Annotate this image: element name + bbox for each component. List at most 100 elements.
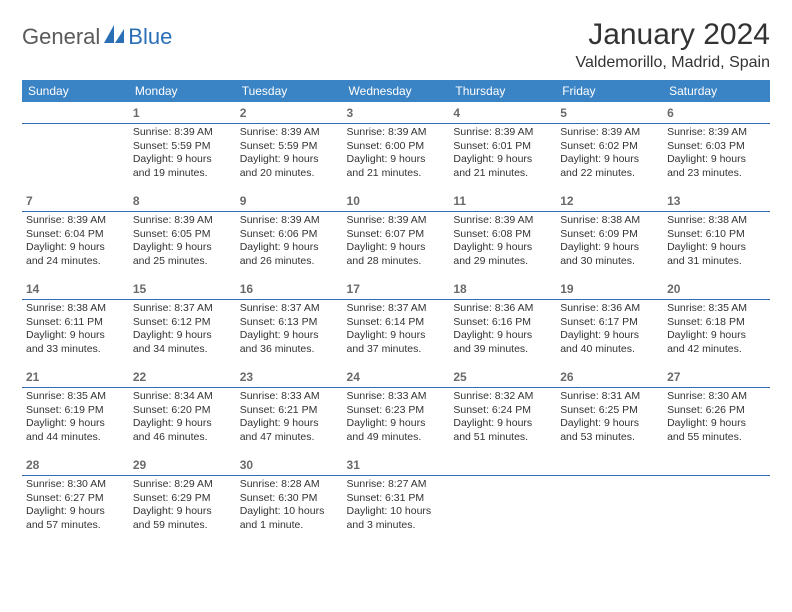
daylight-line-2: and 46 minutes. xyxy=(133,431,232,445)
calendar-day-cell xyxy=(22,102,129,190)
calendar-day-cell: 12Sunrise: 8:38 AMSunset: 6:09 PMDayligh… xyxy=(556,190,663,278)
day-number: 24 xyxy=(347,370,360,384)
daylight-line-1: Daylight: 9 hours xyxy=(560,153,659,167)
daylight-line-2: and 49 minutes. xyxy=(347,431,446,445)
calendar-day-cell: 21 Sunrise: 8:35 AMSunset: 6:19 PMDayligh… xyxy=(22,366,129,454)
day-number: 11 xyxy=(453,194,466,208)
brand-logo: General Blue xyxy=(22,18,172,50)
sunset-line: Sunset: 6:05 PM xyxy=(133,228,232,242)
daylight-line-1: Daylight: 9 hours xyxy=(347,417,446,431)
daylight-line-2: and 40 minutes. xyxy=(560,343,659,357)
sunset-line: Sunset: 6:18 PM xyxy=(667,316,766,330)
calendar-week-row: 21Sunrise: 8:35 AMSunset: 6:19 PMDayligh… xyxy=(22,366,770,454)
daylight-line-2: and 37 minutes. xyxy=(347,343,446,357)
logo-sail-icon xyxy=(104,25,126,50)
sunset-line: Sunset: 6:12 PM xyxy=(133,316,232,330)
daylight-line-2: and 1 minute. xyxy=(240,519,339,533)
sunset-line: Sunset: 6:23 PM xyxy=(347,404,446,418)
day-number: 4 xyxy=(453,106,460,120)
sunrise-line: Sunrise: 8:39 AM xyxy=(560,126,659,140)
day-number: 13 xyxy=(667,194,680,208)
sunrise-line: Sunrise: 8:38 AM xyxy=(560,214,659,228)
day-number: 8 xyxy=(133,194,140,208)
location-label: Valdemorillo, Madrid, Spain xyxy=(576,54,770,72)
sunset-line: Sunset: 6:31 PM xyxy=(347,492,446,506)
daylight-line-1: Daylight: 9 hours xyxy=(26,241,125,255)
sunrise-line: Sunrise: 8:36 AM xyxy=(560,302,659,316)
calendar-day-cell: 9Sunrise: 8:39 AMSunset: 6:06 PMDaylight… xyxy=(236,190,343,278)
sunrise-line: Sunrise: 8:30 AM xyxy=(667,390,766,404)
daylight-line-2: and 51 minutes. xyxy=(453,431,552,445)
daylight-line-2: and 47 minutes. xyxy=(240,431,339,445)
sunrise-line: Sunrise: 8:28 AM xyxy=(240,478,339,492)
weekday-header: Thursday xyxy=(449,80,556,102)
daylight-line-2: and 33 minutes. xyxy=(26,343,125,357)
daylight-line-2: and 30 minutes. xyxy=(560,255,659,269)
calendar-week-row: 28Sunrise: 8:30 AMSunset: 6:27 PMDayligh… xyxy=(22,454,770,542)
sunrise-line: Sunrise: 8:31 AM xyxy=(560,390,659,404)
daylight-line-1: Daylight: 9 hours xyxy=(453,153,552,167)
sunrise-line: Sunrise: 8:37 AM xyxy=(133,302,232,316)
calendar-day-cell: 19Sunrise: 8:36 AMSunset: 6:17 PMDayligh… xyxy=(556,278,663,366)
sunrise-line: Sunrise: 8:39 AM xyxy=(667,126,766,140)
daylight-line-2: and 24 minutes. xyxy=(26,255,125,269)
calendar-day-cell: 4Sunrise: 8:39 AMSunset: 6:01 PMDaylight… xyxy=(449,102,556,190)
daylight-line-1: Daylight: 9 hours xyxy=(667,153,766,167)
sunrise-line: Sunrise: 8:33 AM xyxy=(240,390,339,404)
sunrise-line: Sunrise: 8:35 AM xyxy=(26,390,125,404)
daylight-line-1: Daylight: 9 hours xyxy=(26,329,125,343)
day-number: 15 xyxy=(133,282,146,296)
daylight-line-2: and 31 minutes. xyxy=(667,255,766,269)
calendar-day-cell: 3Sunrise: 8:39 AMSunset: 6:00 PMDaylight… xyxy=(343,102,450,190)
daylight-line-1: Daylight: 9 hours xyxy=(453,329,552,343)
daylight-line-1: Daylight: 9 hours xyxy=(560,241,659,255)
calendar-day-cell: 22Sunrise: 8:34 AMSunset: 6:20 PMDayligh… xyxy=(129,366,236,454)
day-number: 6 xyxy=(667,106,674,120)
calendar-day-cell: 7Sunrise: 8:39 AMSunset: 6:04 PMDaylight… xyxy=(22,190,129,278)
day-number: 21 xyxy=(26,370,39,384)
day-number: 18 xyxy=(453,282,466,296)
sunset-line: Sunset: 6:10 PM xyxy=(667,228,766,242)
sunset-line: Sunset: 6:30 PM xyxy=(240,492,339,506)
day-number: 28 xyxy=(26,458,39,472)
sunset-line: Sunset: 6:19 PM xyxy=(26,404,125,418)
day-number: 5 xyxy=(560,106,567,120)
daylight-line-1: Daylight: 10 hours xyxy=(240,505,339,519)
day-number: 29 xyxy=(133,458,146,472)
sunrise-line: Sunrise: 8:37 AM xyxy=(347,302,446,316)
daylight-line-1: Daylight: 9 hours xyxy=(667,329,766,343)
sunrise-line: Sunrise: 8:39 AM xyxy=(453,214,552,228)
calendar-table: Sunday Monday Tuesday Wednesday Thursday… xyxy=(22,80,770,542)
daylight-line-1: Daylight: 9 hours xyxy=(26,417,125,431)
daylight-line-2: and 23 minutes. xyxy=(667,167,766,181)
logo-text-general: General xyxy=(22,24,100,50)
weekday-header: Sunday xyxy=(22,80,129,102)
daylight-line-1: Daylight: 9 hours xyxy=(453,241,552,255)
daylight-line-2: and 34 minutes. xyxy=(133,343,232,357)
daylight-line-1: Daylight: 9 hours xyxy=(26,505,125,519)
weekday-header: Saturday xyxy=(663,80,770,102)
month-title: January 2024 xyxy=(576,18,770,52)
sunrise-line: Sunrise: 8:38 AM xyxy=(667,214,766,228)
sunset-line: Sunset: 6:21 PM xyxy=(240,404,339,418)
sunset-line: Sunset: 6:06 PM xyxy=(240,228,339,242)
daylight-line-1: Daylight: 9 hours xyxy=(560,417,659,431)
sunrise-line: Sunrise: 8:39 AM xyxy=(347,126,446,140)
sunset-line: Sunset: 6:07 PM xyxy=(347,228,446,242)
logo-text-blue: Blue xyxy=(128,24,172,50)
sunset-line: Sunset: 6:03 PM xyxy=(667,140,766,154)
sunrise-line: Sunrise: 8:39 AM xyxy=(133,126,232,140)
calendar-day-cell: 29Sunrise: 8:29 AMSunset: 6:29 PMDayligh… xyxy=(129,454,236,542)
calendar-day-cell: 30Sunrise: 8:28 AMSunset: 6:30 PMDayligh… xyxy=(236,454,343,542)
calendar-day-cell: 14Sunrise: 8:38 AMSunset: 6:11 PMDayligh… xyxy=(22,278,129,366)
calendar-day-cell: 20Sunrise: 8:35 AMSunset: 6:18 PMDayligh… xyxy=(663,278,770,366)
daylight-line-2: and 28 minutes. xyxy=(347,255,446,269)
sunrise-line: Sunrise: 8:39 AM xyxy=(453,126,552,140)
daylight-line-2: and 22 minutes. xyxy=(560,167,659,181)
daylight-line-2: and 55 minutes. xyxy=(667,431,766,445)
calendar-day-cell: 6 Sunrise: 8:39 AMSunset: 6:03 PMDaylight… xyxy=(663,102,770,190)
sunset-line: Sunset: 6:09 PM xyxy=(560,228,659,242)
calendar-day-cell: 17Sunrise: 8:37 AMSunset: 6:14 PMDayligh… xyxy=(343,278,450,366)
daylight-line-1: Daylight: 9 hours xyxy=(347,329,446,343)
calendar-body: 1Sunrise: 8:39 AMSunset: 5:59 PMDaylight… xyxy=(22,102,770,542)
